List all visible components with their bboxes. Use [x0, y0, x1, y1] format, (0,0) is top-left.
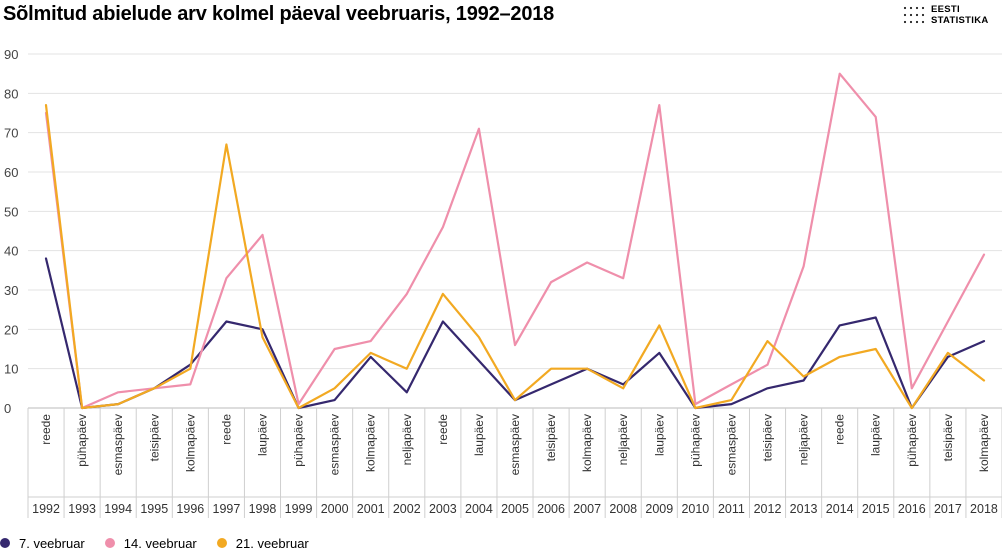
year-tick-label: 2016: [898, 502, 926, 516]
year-tick-label: 1993: [68, 502, 96, 516]
y-tick-label: 80: [4, 86, 18, 101]
logo-text: EESTI STATISTIKA: [931, 4, 989, 26]
year-tick-label: 2014: [826, 502, 854, 516]
weekday-tick-label: reede: [219, 414, 233, 445]
y-tick-label: 90: [4, 47, 18, 62]
legend-label: 14. veebruar: [123, 535, 197, 551]
year-tick-label: 2013: [790, 502, 818, 516]
year-tick-label: 2003: [429, 502, 457, 516]
year-tick-label: 1995: [140, 502, 168, 516]
legend-marker-icon: [104, 538, 115, 548]
year-tick-label: 2002: [393, 502, 421, 516]
logo-dots-icon: [903, 6, 925, 24]
weekday-tick-label: pühapäev: [688, 414, 702, 467]
y-tick-label: 60: [4, 165, 18, 180]
year-tick-label: 2015: [862, 502, 890, 516]
year-tick-label: 1999: [285, 502, 313, 516]
legend-item: 14. veebruar: [104, 535, 197, 551]
weekday-tick-label: pühapäev: [905, 414, 919, 467]
weekday-tick-label: esmaspäev: [508, 414, 522, 475]
series-line-2: [44, 72, 986, 410]
year-tick-label: 2012: [754, 502, 782, 516]
year-tick-label: 2001: [357, 502, 385, 516]
year-tick-label: 1994: [104, 502, 132, 516]
weekday-tick-label: esmaspäev: [111, 414, 125, 475]
legend-item: 7. veebruar: [0, 536, 85, 551]
legend-item: 21. veebruar: [216, 535, 309, 551]
weekday-tick-label: laupäev: [255, 414, 269, 456]
y-tick-label: 30: [4, 283, 18, 298]
legend-label: 7. veebruar: [19, 535, 85, 551]
year-tick-label: 2009: [645, 502, 673, 516]
weekday-tick-label: pühapäev: [292, 414, 306, 467]
weekday-tick-label: esmaspäev: [328, 414, 342, 475]
y-tick-label: 10: [4, 362, 18, 377]
weekday-tick-label: teisipäev: [761, 414, 775, 461]
weekday-tick-label: teisipäev: [941, 414, 955, 461]
weekday-tick-label: esmaspäev: [724, 414, 738, 475]
weekday-tick-label: kolmapäev: [183, 414, 197, 472]
legend-label: 21. veebruar: [235, 535, 309, 551]
chart-legend: 7. veebruar 14. veebruar 21. veebruar: [0, 534, 329, 552]
year-tick-label: 2007: [573, 502, 601, 516]
weekday-tick-label: neljapäev: [616, 414, 630, 465]
weekday-tick-label: kolmapäev: [977, 414, 991, 472]
legend-marker-icon: [0, 538, 10, 548]
statistics-logo: EESTI STATISTIKA: [903, 3, 999, 27]
year-tick-label: 2010: [681, 502, 709, 516]
year-tick-label: 1992: [32, 502, 60, 516]
weekday-tick-label: kolmapäev: [580, 414, 594, 472]
year-tick-label: 2006: [537, 502, 565, 516]
y-tick-label: 0: [4, 401, 11, 416]
logo-line2: STATISTIKA: [931, 15, 989, 26]
weekday-tick-label: teisipäev: [544, 414, 558, 461]
y-tick-label: 50: [4, 204, 18, 219]
weekday-tick-label: neljapäev: [797, 414, 811, 465]
year-tick-label: 2004: [465, 502, 493, 516]
year-tick-label: 2018: [970, 502, 998, 516]
weekday-tick-label: kolmapäev: [364, 414, 378, 472]
weekday-tick-label: neljapäev: [400, 414, 414, 465]
weekday-tick-label: pühapäev: [75, 414, 89, 467]
weekday-tick-label: laupäev: [472, 414, 486, 456]
y-tick-label: 20: [4, 322, 18, 337]
logo-line1: EESTI: [931, 4, 960, 15]
y-tick-label: 70: [4, 126, 18, 141]
year-tick-label: 1996: [176, 502, 204, 516]
series-line-3: [44, 103, 986, 410]
weekday-tick-label: reede: [833, 414, 847, 445]
chart-title: Sõlmitud abielude arv kolmel päeval veeb…: [3, 3, 555, 25]
weekday-tick-label: teisipäev: [147, 414, 161, 461]
year-tick-label: 2000: [321, 502, 349, 516]
weekday-tick-label: laupäev: [869, 414, 883, 456]
y-tick-label: 40: [4, 244, 18, 259]
year-tick-label: 2011: [718, 502, 745, 516]
year-tick-label: 1998: [249, 502, 277, 516]
year-tick-label: 2017: [934, 502, 962, 516]
year-tick-label: 2008: [609, 502, 637, 516]
legend-marker-icon: [216, 538, 227, 548]
weekday-tick-label: laupäev: [652, 414, 666, 456]
weekday-tick-label: reede: [436, 414, 450, 445]
weekday-tick-label: reede: [39, 414, 53, 445]
year-tick-label: 2005: [501, 502, 529, 516]
year-tick-label: 1997: [213, 502, 241, 516]
